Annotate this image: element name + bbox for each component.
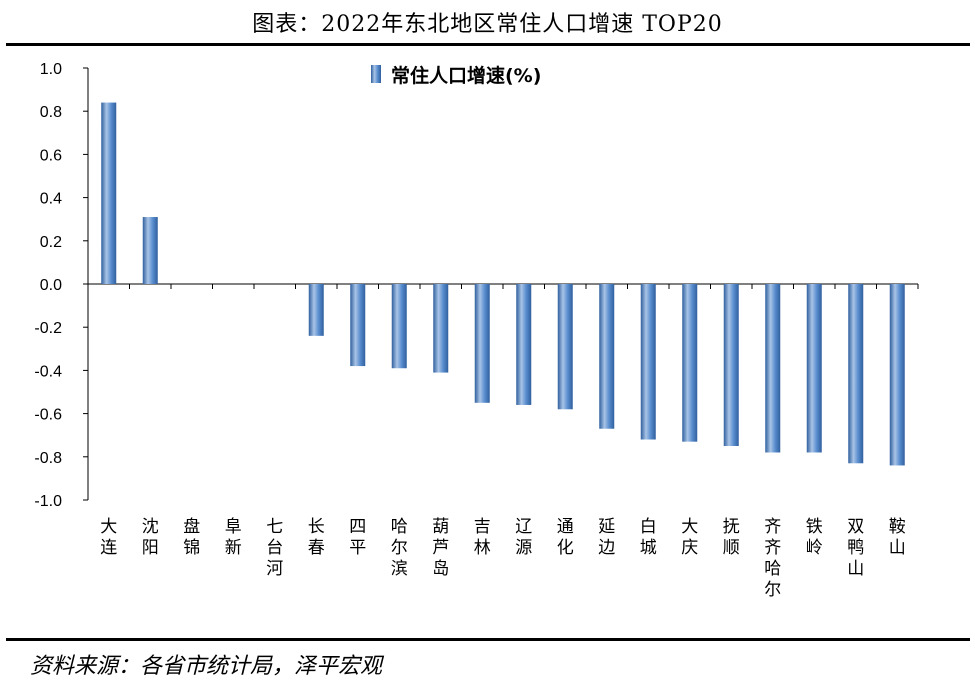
bar [557,284,573,410]
axes: 1.0 0.8 0.6 0.4 0.2 0.0 -0.2 -0.4 -0.6 -0.8 -1.0 [34,61,919,510]
y-tick-label: 0.4 [40,191,62,208]
category-label: 阜新 [225,517,242,558]
y-tick-label: 0.0 [40,277,62,294]
bar [806,284,822,453]
category-label: 哈尔滨 [391,517,408,579]
bar [391,284,407,369]
bars-group [101,102,905,466]
category-label: 大连 [100,517,117,558]
bar-chart: 1.0 0.8 0.6 0.4 0.2 0.0 -0.2 -0.4 -0.6 -0.8 -1.0 大… [34,61,919,600]
category-label: 七台河 [266,517,283,579]
bar [765,284,781,453]
bottom-rule [6,638,970,641]
category-label: 长春 [308,517,325,558]
category-label: 大庆 [681,517,698,558]
category-label: 通化 [557,517,574,558]
bar [516,284,532,405]
y-tick-label: -1.0 [34,493,62,510]
category-label: 四平 [349,517,366,558]
chart-title: 图表：2022年东北地区常住人口增速 TOP20 [252,12,723,37]
bar [640,284,656,440]
y-tick-label: 0.8 [40,104,62,121]
y-tick-label: -0.2 [34,320,62,337]
bar [599,284,615,429]
bar [474,284,490,403]
category-label: 抚顺 [723,517,740,558]
bar [101,102,117,284]
category-label: 鞍山 [889,517,906,558]
category-label: 双鸭山 [847,517,864,579]
y-tick-label: -0.4 [34,363,62,380]
category-label: 铁岭 [806,517,823,558]
bar [682,284,698,442]
legend: 常住人口增速(%) [371,64,541,87]
category-label: 延边 [598,517,615,558]
y-tick-label: 0.2 [40,234,62,251]
category-label: 沈阳 [142,517,159,558]
legend-label: 常住人口增速(%) [391,64,541,87]
top-rule [6,43,970,46]
y-tick-label: 0.6 [40,147,62,164]
category-label: 齐齐哈尔 [764,517,781,600]
legend-swatch [371,65,381,83]
y-tick-label: -0.8 [34,450,62,467]
y-tick-label: 1.0 [40,61,62,78]
bar [308,284,324,336]
bar [142,217,158,284]
bar [723,284,739,446]
bar [889,284,905,466]
category-label: 葫芦岛 [432,517,449,579]
category-label: 吉林 [474,517,491,558]
category-label: 盘锦 [183,517,200,558]
y-tick-label: -0.6 [34,407,62,424]
bar [350,284,366,367]
category-label: 白城 [640,517,657,558]
bar [433,284,449,373]
bar [848,284,864,464]
category-label: 辽源 [515,517,532,558]
source-note: 资料来源：各省市统计局，泽平宏观 [30,654,383,679]
